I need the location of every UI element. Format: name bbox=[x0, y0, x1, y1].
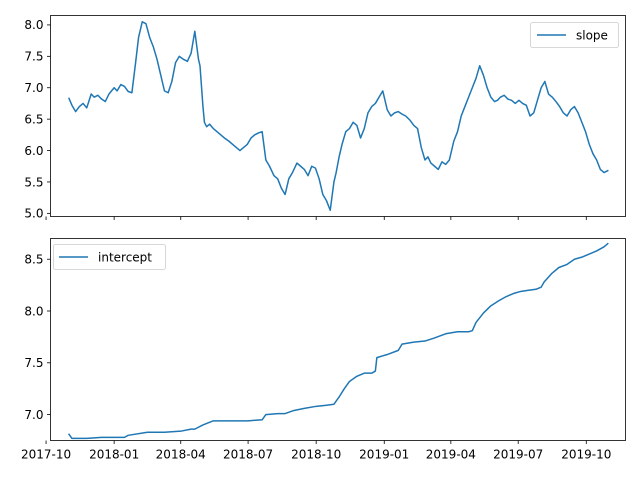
intercept-x-tick-label: 2018-01 bbox=[89, 448, 139, 462]
intercept-axes: 7.0 7.5 8.0 8.5 2017-10 2018-01 2018-04 2018-0… bbox=[21, 238, 626, 462]
intercept-series-line bbox=[67, 242, 609, 440]
slope-y-tick-label: 6.0 bbox=[24, 144, 43, 158]
slope-y-tick-label: 6.5 bbox=[24, 112, 43, 126]
intercept-x-axis: 2017-10 2018-01 2018-04 2018-07 2018-10 2019-… bbox=[21, 440, 611, 462]
intercept-x-tick-label: 2018-04 bbox=[156, 448, 206, 462]
intercept-y-tick-label: 8.5 bbox=[24, 253, 43, 267]
intercept-y-tick-label: 7.5 bbox=[24, 356, 43, 370]
slope-legend-label: slope bbox=[576, 29, 608, 43]
intercept-series-layer bbox=[67, 242, 609, 440]
intercept-legend: intercept bbox=[53, 244, 166, 270]
slope-x-axis bbox=[45, 216, 587, 220]
slope-y-tick-label: 7.0 bbox=[24, 81, 43, 95]
slope-y-axis: 5.0 5.5 6.0 6.5 7.0 7.5 8.0 bbox=[24, 18, 51, 221]
intercept-y-tick-label: 7.0 bbox=[24, 408, 43, 422]
intercept-x-tick-label: 2019-04 bbox=[426, 448, 476, 462]
slope-legend-box bbox=[530, 22, 619, 48]
intercept-x-tick-label: 2019-01 bbox=[359, 448, 409, 462]
slope-legend: slope bbox=[530, 22, 619, 48]
intercept-legend-box bbox=[53, 244, 166, 270]
intercept-x-tick-label: 2017-10 bbox=[21, 448, 71, 462]
slope-axes-frame bbox=[50, 15, 626, 217]
intercept-x-tick-label: 2019-07 bbox=[493, 448, 543, 462]
slope-y-tick-label: 5.0 bbox=[24, 207, 43, 221]
intercept-axes-frame bbox=[50, 238, 626, 441]
intercept-legend-label: intercept bbox=[98, 251, 152, 265]
slope-y-tick-label: 5.5 bbox=[24, 175, 43, 189]
slope-axes: 5.0 5.5 6.0 6.5 7.0 7.5 8.0 slope bbox=[24, 15, 626, 221]
slope-y-tick-label: 7.5 bbox=[24, 50, 43, 64]
intercept-y-tick-label: 8.0 bbox=[24, 304, 43, 318]
intercept-x-tick-label: 2019-10 bbox=[561, 448, 611, 462]
intercept-x-tick-label: 2018-10 bbox=[291, 448, 341, 462]
slope-series-line bbox=[68, 21, 609, 211]
slope-series-layer bbox=[68, 21, 609, 211]
slope-y-tick-label: 8.0 bbox=[24, 18, 43, 32]
intercept-x-tick-label: 2018-07 bbox=[223, 448, 273, 462]
intercept-y-axis: 7.0 7.5 8.0 8.5 bbox=[24, 253, 51, 422]
